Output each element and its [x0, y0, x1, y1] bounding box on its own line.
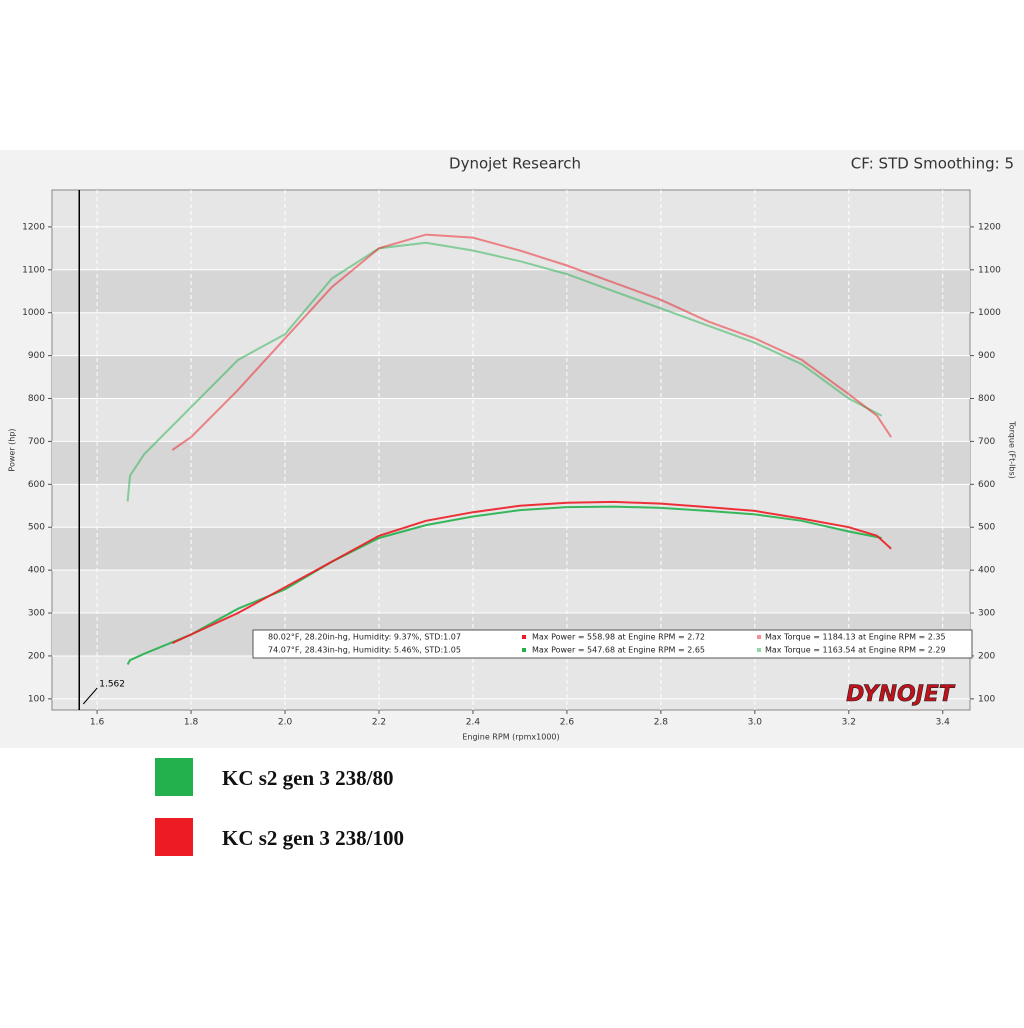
x-tick-label: 2.2 [372, 718, 386, 728]
info-box [252, 629, 973, 659]
cursor-label: 1.562 [99, 680, 125, 690]
y2-tick-label: 1200 [978, 222, 1001, 232]
y2-tick-label: 800 [978, 394, 995, 404]
info-max-torque: Max Torque = 1163.54 at Engine RPM = 2.2… [765, 646, 946, 655]
x-tick-label: 3.0 [748, 718, 763, 728]
y2-tick-label: 1100 [978, 265, 1001, 275]
y2-tick-label: 600 [978, 480, 995, 490]
y-tick-label: 900 [28, 351, 45, 361]
y-tick-label: 100 [28, 694, 45, 704]
y-tick-label: 200 [28, 651, 45, 661]
y-tick-label: 500 [28, 523, 45, 533]
y2-tick-label: 700 [978, 437, 995, 447]
y-tick-label: 300 [28, 609, 45, 619]
y-tick-label: 1200 [22, 222, 45, 232]
grid-band [52, 527, 970, 571]
grid-band [52, 441, 970, 485]
info-conditions: 80.02°F, 28.20in-hg, Humidity: 9.37%, ST… [268, 633, 461, 642]
info-max-power: Max Power = 558.98 at Engine RPM = 2.72 [532, 633, 705, 642]
y-tick-label: 400 [28, 566, 45, 576]
x-tick-label: 2.4 [466, 718, 481, 728]
torque-line [126, 241, 883, 502]
y-tick-label: 1100 [22, 265, 45, 275]
y-tick-label: 1000 [22, 308, 45, 318]
chart-title: Dynojet Research [449, 155, 581, 173]
x-tick-label: 2.0 [278, 718, 293, 728]
logo: DYNOJET [846, 682, 956, 707]
y2-tick-label: 100 [978, 694, 995, 704]
power-line [171, 500, 892, 645]
y2-tick-label: 400 [978, 566, 995, 576]
legend-label: KC s2 gen 3 238/80 [222, 766, 394, 790]
y2-axis-label: Torque (Ft-lbs) [1008, 420, 1017, 479]
info-marker [522, 648, 526, 652]
y2-tick-label: 200 [978, 651, 995, 661]
grid-band [52, 355, 970, 399]
y-tick-label: 700 [28, 437, 45, 447]
x-tick-label: 1.6 [90, 718, 105, 728]
y-axis-label: Power (hp) [8, 428, 17, 471]
y2-tick-label: 1000 [978, 308, 1001, 318]
x-tick-label: 2.6 [560, 718, 575, 728]
y-tick-label: 600 [28, 480, 45, 490]
x-tick-label: 3.2 [842, 718, 856, 728]
info-max-power: Max Power = 547.68 at Engine RPM = 2.65 [532, 646, 705, 655]
legend-swatch [155, 818, 193, 856]
grid-band [52, 269, 970, 313]
cursor-pointer [82, 687, 98, 705]
legend-label: KC s2 gen 3 238/100 [222, 826, 404, 850]
legend-swatch [155, 758, 193, 796]
x-tick-label: 3.4 [936, 718, 951, 728]
info-marker [757, 648, 761, 652]
torque-line [171, 233, 892, 451]
info-marker [522, 635, 526, 639]
chart-subtitle: CF: STD Smoothing: 5 [851, 155, 1014, 173]
x-tick-label: 1.8 [184, 718, 199, 728]
info-max-torque: Max Torque = 1184.13 at Engine RPM = 2.3… [765, 633, 946, 642]
y2-tick-label: 900 [978, 351, 995, 361]
info-conditions: 74.07°F, 28.43in-hg, Humidity: 5.46%, ST… [268, 646, 461, 655]
info-marker [757, 635, 761, 639]
x-tick-label: 2.8 [654, 718, 669, 728]
y2-tick-label: 300 [978, 609, 995, 619]
y-tick-label: 800 [28, 394, 45, 404]
x-axis-label: Engine RPM (rpmx1000) [462, 733, 559, 742]
y2-tick-label: 500 [978, 523, 995, 533]
